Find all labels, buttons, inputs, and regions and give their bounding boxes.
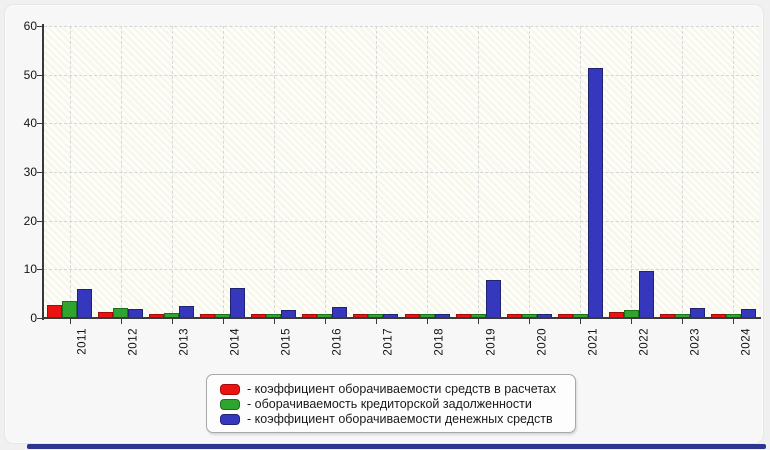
- bar-group-2021: [557, 68, 603, 318]
- x-tick-label-2019: 2019: [485, 328, 498, 356]
- plot-area: [44, 26, 759, 318]
- bar-group-2022: [608, 271, 654, 318]
- y-tick-label-60: 60: [23, 19, 37, 33]
- x-tick-2011: [69, 319, 71, 324]
- x-tick-2022: [631, 319, 633, 324]
- gridline-x-2018: [427, 26, 429, 318]
- x-tick-2013: [171, 319, 173, 324]
- x-tick-label-2021: 2021: [587, 328, 600, 356]
- legend-item-receivables: - коэффициент оборачиваемости средств в …: [220, 382, 565, 396]
- x-tick-2016: [324, 319, 326, 324]
- x-tick-label-2016: 2016: [331, 328, 344, 356]
- y-tick-0: [37, 318, 42, 319]
- bar-group-2014: [200, 288, 246, 318]
- gridline-y-50: [44, 74, 759, 76]
- bar-group-2019: [455, 280, 501, 318]
- y-tick-label-40: 40: [23, 116, 37, 131]
- y-tick-label-20: 20: [23, 213, 37, 228]
- gridline-x-2022: [631, 26, 633, 318]
- gridline-x-2019: [478, 26, 480, 318]
- x-tick-label-2024: 2024: [740, 328, 753, 356]
- legend-swatch-green: [220, 398, 240, 410]
- gridline-x-2021: [580, 26, 582, 318]
- gridline-x-2023: [682, 26, 684, 318]
- x-tick-label-2023: 2023: [689, 328, 702, 356]
- y-tick-label-10: 10: [23, 262, 37, 277]
- x-tick-2015: [273, 319, 275, 324]
- x-tick-2024: [733, 319, 735, 324]
- x-tick-label-2022: 2022: [638, 328, 651, 356]
- bar-2014: [230, 288, 246, 318]
- legend-item-payables: - оборачиваемость кредиторской задолженн…: [220, 397, 565, 411]
- x-tick-2021: [580, 319, 582, 324]
- legend-swatch-blue: [220, 413, 240, 425]
- y-axis-line: [42, 24, 44, 320]
- x-tick-label-2012: 2012: [127, 328, 140, 356]
- gridline-y-60: [44, 26, 759, 27]
- bar-2022: [638, 271, 654, 318]
- y-tick-50: [37, 74, 42, 76]
- y-tick-40: [37, 123, 42, 125]
- legend-box: - коэффициент оборачиваемости средств в …: [206, 374, 576, 433]
- x-tick-label-2014: 2014: [229, 328, 242, 356]
- legend-label: - оборачиваемость кредиторской задолженн…: [247, 397, 532, 411]
- x-tick-label-2020: 2020: [536, 328, 549, 356]
- x-tick-label-2015: 2015: [280, 328, 293, 356]
- y-tick-label-0: 0: [30, 311, 37, 325]
- bar-2021: [587, 68, 603, 318]
- x-tick-label-2013: 2013: [178, 328, 191, 356]
- y-tick-10: [37, 269, 42, 271]
- bar-2011: [62, 301, 78, 318]
- x-tick-label-2018: 2018: [434, 328, 447, 356]
- x-tick-2023: [682, 319, 684, 324]
- gridline-x-2016: [324, 26, 326, 318]
- x-tick-2019: [478, 319, 480, 324]
- y-tick-label-50: 50: [23, 67, 37, 82]
- legend-swatch-red: [220, 383, 240, 395]
- x-tick-2012: [120, 319, 122, 324]
- x-tick-label-2017: 2017: [382, 328, 395, 356]
- x-tick-2020: [529, 319, 531, 324]
- window-bottom-border: [27, 444, 766, 449]
- gridline-x-2024: [733, 26, 735, 318]
- y-tick-20: [37, 220, 42, 222]
- gridline-y-30: [44, 172, 759, 173]
- gridline-x-2011: [69, 26, 71, 318]
- x-tick-2018: [427, 319, 429, 324]
- bar-2011: [77, 289, 93, 318]
- y-tick-30: [37, 172, 42, 173]
- chart-panel: 0 10 20 30 40 50 60 2011 2012 2013 2014 2015 2016 201…: [5, 5, 763, 443]
- gridline-x-2013: [171, 26, 173, 318]
- y-tick-60: [37, 26, 42, 27]
- gridline-y-40: [44, 123, 759, 125]
- legend-label: - коэффициент оборачиваемости средств в …: [247, 382, 557, 396]
- x-axis-line: [42, 317, 761, 319]
- legend-label: - коэффициент оборачиваемости денежных с…: [247, 412, 553, 426]
- x-tick-2014: [222, 319, 224, 324]
- gridline-x-2012: [120, 26, 122, 318]
- x-tick-label-2011: 2011: [76, 328, 89, 355]
- gridline-y-10: [44, 269, 759, 271]
- gridline-x-2015: [273, 26, 275, 318]
- legend-item-cash: - коэффициент оборачиваемости денежных с…: [220, 412, 565, 426]
- gridline-y-20: [44, 220, 759, 222]
- gridline-x-2020: [529, 26, 531, 318]
- y-tick-label-30: 30: [23, 165, 37, 179]
- bar-group-2011: [47, 289, 93, 318]
- gridline-x-2014: [222, 26, 224, 318]
- x-tick-2017: [375, 319, 377, 324]
- gridline-x-2017: [375, 26, 377, 318]
- bar-2019: [485, 280, 501, 318]
